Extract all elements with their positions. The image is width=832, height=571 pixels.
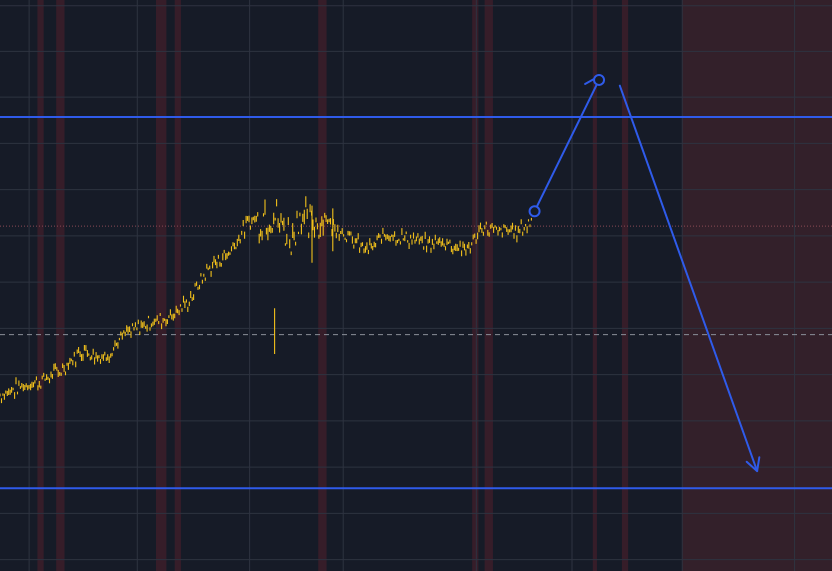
projection-peak-handle [593,73,606,86]
projection-start-handle [528,205,541,218]
session-band-3 [174,0,181,571]
future-zone [682,0,832,571]
session-band-7 [592,0,597,571]
session-band-2 [156,0,167,571]
level-lines [0,116,832,490]
session-band-0 [37,0,44,571]
session-band-6 [484,0,493,571]
projection-down-leg [618,84,759,473]
session-band-1 [56,0,65,571]
peak-caret-icon [584,77,596,85]
session-bands [37,0,832,571]
session-band-8 [621,0,629,571]
price-series [0,196,532,404]
projection-up-leg [533,78,601,213]
price-line [0,196,532,404]
session-band-4 [318,0,327,571]
session-band-5 [472,0,479,571]
projection-drawing[interactable] [528,73,761,473]
arrow-head-icon [745,456,761,473]
